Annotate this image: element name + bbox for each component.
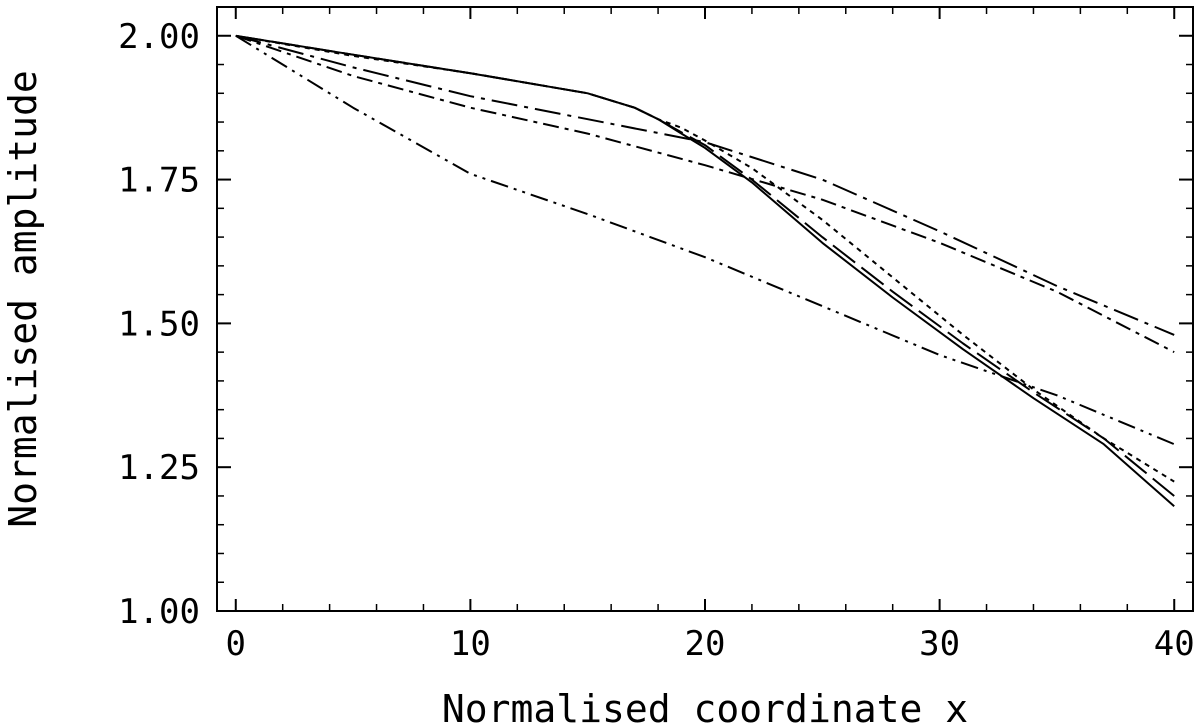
ticks-group bbox=[217, 7, 1193, 612]
y-tick-label: 1.50 bbox=[118, 304, 200, 344]
x-tick-label: 20 bbox=[685, 624, 726, 664]
y-tick-label: 1.00 bbox=[118, 592, 200, 632]
series-line-6-dash-dot-dot bbox=[235, 34, 1175, 446]
series-line-2-long-dash bbox=[235, 34, 1175, 497]
y-tick-label: 1.75 bbox=[118, 161, 200, 201]
series-group bbox=[235, 34, 1175, 508]
x-axis-label: Normalised coordinate x bbox=[442, 687, 968, 727]
tick-labels-group: 0 10 20 30 40 1.00 1.25 1.50 1.75 2.00 bbox=[118, 17, 1195, 664]
y-tick-label: 2.00 bbox=[118, 17, 200, 57]
x-tick-label: 0 bbox=[226, 624, 246, 664]
series-line-3-dotted bbox=[235, 34, 1175, 483]
series-line-5-dash-dot bbox=[235, 34, 1175, 353]
x-tick-label: 10 bbox=[450, 624, 491, 664]
x-tick-label: 30 bbox=[919, 624, 960, 664]
x-tick-label: 40 bbox=[1154, 624, 1195, 664]
y-axis-label: Normalised amplitude bbox=[1, 70, 45, 528]
y-tick-label: 1.25 bbox=[118, 448, 200, 488]
